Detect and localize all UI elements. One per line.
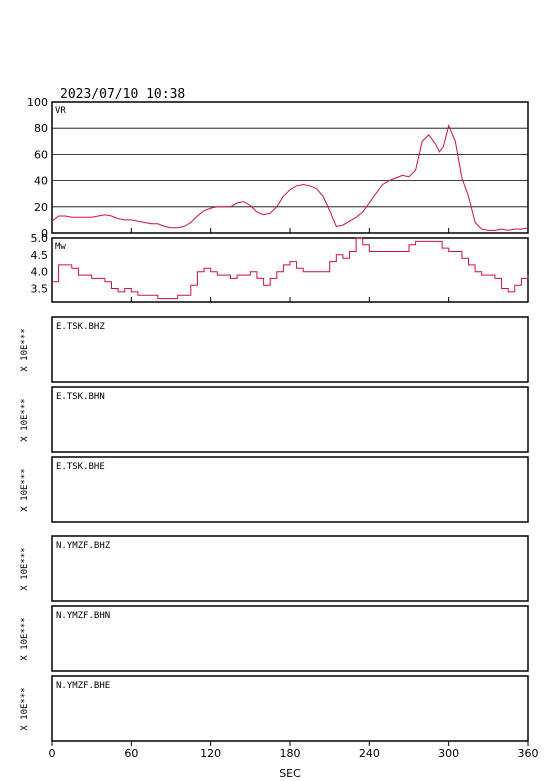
vr-y-tick-label: 40 xyxy=(34,175,48,188)
station-frame xyxy=(51,316,529,383)
datetime-label: 2023/07/10 10:38 xyxy=(60,87,185,102)
mw-y-ticks: 3.5 4.0 4.5 5.0 xyxy=(31,232,49,296)
station-name: E.TSK.BHN xyxy=(56,392,105,402)
station-name: E.TSK.BHZ xyxy=(56,322,105,332)
station-scale-label: X 10E*** xyxy=(20,617,30,660)
station-frame xyxy=(51,605,529,672)
vr-gridlines xyxy=(52,127,528,208)
vr-y-tick-label: 20 xyxy=(34,201,48,214)
vr-frame xyxy=(51,101,529,234)
mw-panel: Mw 3.5 4.0 4.5 5.0 xyxy=(31,232,529,303)
vr-y-ticks: 0 20 40 60 80 100 xyxy=(27,96,48,240)
station-frame xyxy=(51,675,529,742)
station-panel: N.YMZF.BHN X 10E*** xyxy=(20,605,529,672)
vr-panel: VR 0 20 40 60 80 100 xyxy=(27,96,529,240)
x-tick-label: 240 xyxy=(359,747,380,760)
mw-series-line xyxy=(52,237,529,300)
mw-series-label: Mw xyxy=(55,242,66,252)
x-tick-label: 180 xyxy=(280,747,301,760)
station-scale-label: X 10E*** xyxy=(20,687,30,730)
x-tick-label: 360 xyxy=(518,747,539,760)
station-name: N.YMZF.BHZ xyxy=(56,541,111,551)
vr-series-line xyxy=(51,124,529,231)
station-scale-label: X 10E*** xyxy=(20,547,30,590)
station-name: N.YMZF.BHE xyxy=(56,681,110,691)
vr-y-tick-label: 100 xyxy=(27,96,48,109)
station-panel: N.YMZF.BHZ X 10E*** xyxy=(20,535,529,602)
station-panel: E.TSK.BHN X 10E*** xyxy=(20,386,529,453)
x-axis-label: SEC xyxy=(279,767,301,780)
station-scale-label: X 10E*** xyxy=(20,398,30,441)
station-frame xyxy=(51,386,529,453)
station-frame xyxy=(51,456,529,523)
station-scale-label: X 10E*** xyxy=(20,328,30,371)
vr-series-label: VR xyxy=(55,106,66,116)
mw-y-tick-label: 3.5 xyxy=(31,283,49,296)
x-tick-label: 60 xyxy=(124,747,138,760)
station-name: E.TSK.BHE xyxy=(56,462,105,472)
station-frame xyxy=(51,535,529,602)
mw-y-tick-label: 4.0 xyxy=(31,266,49,279)
vr-y-tick-label: 80 xyxy=(34,122,48,135)
station-panel: E.TSK.BHZ X 10E*** xyxy=(20,316,529,383)
station-name: N.YMZF.BHN xyxy=(56,611,110,621)
mw-y-tick-label: 4.5 xyxy=(31,249,49,262)
station-panel: N.YMZF.BHE X 10E*** xyxy=(20,675,529,742)
vr-y-tick-label: 0 xyxy=(41,227,48,240)
x-axis: 0 60 120 180 240 300 360 xyxy=(49,228,539,760)
vr-y-tick-label: 60 xyxy=(34,148,48,161)
x-tick-label: 0 xyxy=(49,747,56,760)
x-tick-label: 300 xyxy=(438,747,459,760)
x-tick-label: 120 xyxy=(200,747,221,760)
station-panel: E.TSK.BHE X 10E*** xyxy=(20,456,529,523)
station-scale-label: X 10E*** xyxy=(20,468,30,511)
mw-y-tick-label: 5.0 xyxy=(31,232,49,245)
